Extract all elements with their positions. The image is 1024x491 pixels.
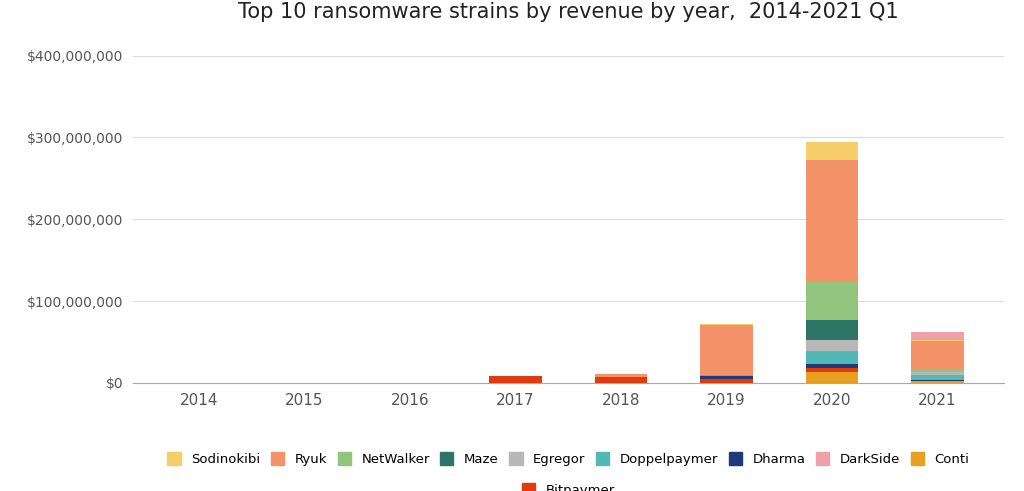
Bar [595,377,647,383]
Bar [806,340,858,351]
Bar [806,141,858,160]
Title: Top 10 ransomware strains by revenue by year,  2014-2021 Q1: Top 10 ransomware strains by revenue by … [238,2,899,23]
Legend: Bitpaymer: Bitpaymer [518,479,618,491]
Bar [700,325,753,375]
Bar [806,320,858,340]
Bar [911,340,964,341]
Bar [700,324,753,325]
Bar [489,377,542,383]
Bar [806,351,858,364]
Bar [595,374,647,377]
Bar [806,160,858,282]
Bar [700,376,753,379]
Bar [911,380,964,381]
Bar [911,341,964,369]
Bar [700,379,753,383]
Bar [911,369,964,372]
Bar [806,372,858,383]
Bar [911,372,964,375]
Bar [806,368,858,372]
Bar [806,364,858,368]
Bar [700,375,753,376]
Bar [911,375,964,380]
Bar [911,332,964,340]
Bar [806,282,858,320]
Bar [911,382,964,383]
